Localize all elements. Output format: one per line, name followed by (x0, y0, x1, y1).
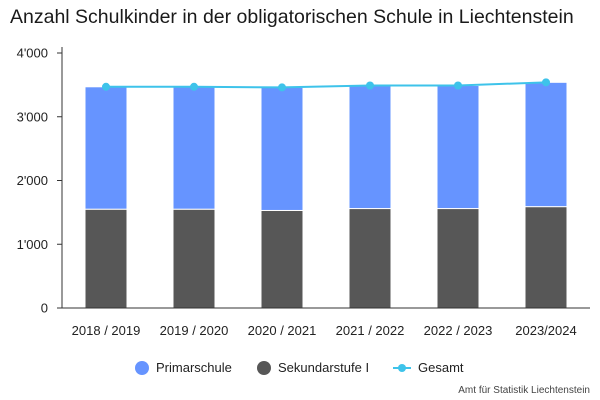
bar-primarschule (84, 86, 128, 210)
legend-item-sekundarstufe[interactable]: Sekundarstufe I (257, 360, 369, 375)
point-gesamt (366, 81, 374, 90)
x-tick-label: 2020 / 2021 (248, 323, 317, 338)
x-tick-label: 2021 / 2022 (336, 323, 405, 338)
point-gesamt (190, 82, 198, 91)
y-tick-label: 1'000 (17, 237, 48, 252)
point-gesamt (542, 78, 550, 87)
point-gesamt (278, 83, 286, 92)
bar-primarschule (260, 86, 304, 211)
chart-title: Anzahl Schulkinder in der obligatorische… (10, 6, 574, 28)
bar-sekundarstufe-i (436, 208, 480, 309)
x-tick-label: 2018 / 2019 (72, 323, 141, 338)
legend-swatch-sekundarstufe (257, 360, 271, 375)
y-tick-label: 2'000 (17, 173, 48, 188)
bar-sekundarstufe-i (260, 209, 304, 309)
bar-sekundarstufe-i (172, 208, 216, 309)
legend-item-primarschule[interactable]: Primarschule (135, 360, 232, 375)
x-tick-label: 2023/2024 (515, 323, 576, 338)
bar-primarschule (172, 86, 216, 210)
x-tick-label: 2022 / 2023 (424, 323, 493, 338)
legend-item-gesamt[interactable]: Gesamt (393, 360, 464, 375)
legend-label-sekundarstufe: Sekundarstufe I (278, 360, 370, 375)
x-tick-label: 2019 / 2020 (160, 323, 229, 338)
y-tick-label: 3'000 (17, 109, 48, 124)
point-gesamt (454, 81, 462, 90)
bar-primarschule (436, 85, 480, 210)
bar-sekundarstufe-i (524, 206, 568, 309)
y-tick-label: 4'000 (17, 46, 48, 61)
bar-sekundarstufe-i (84, 208, 128, 309)
legend-label-gesamt: Gesamt (418, 360, 464, 375)
source-note: Amt für Statistik Liechtenstein (458, 385, 590, 396)
line-gesamt (106, 81, 547, 89)
legend-swatch-gesamt (393, 361, 411, 375)
y-tick-label: 0 (41, 301, 48, 316)
bar-primarschule (524, 81, 568, 208)
legend-label-primarschule: Primarschule (156, 360, 232, 375)
bar-primarschule (348, 85, 392, 210)
legend-swatch-primarschule (135, 360, 149, 375)
bar-sekundarstufe-i (348, 208, 392, 309)
legend: Primarschule Sekundarstufe I Gesamt (0, 360, 600, 380)
point-gesamt (102, 82, 110, 91)
